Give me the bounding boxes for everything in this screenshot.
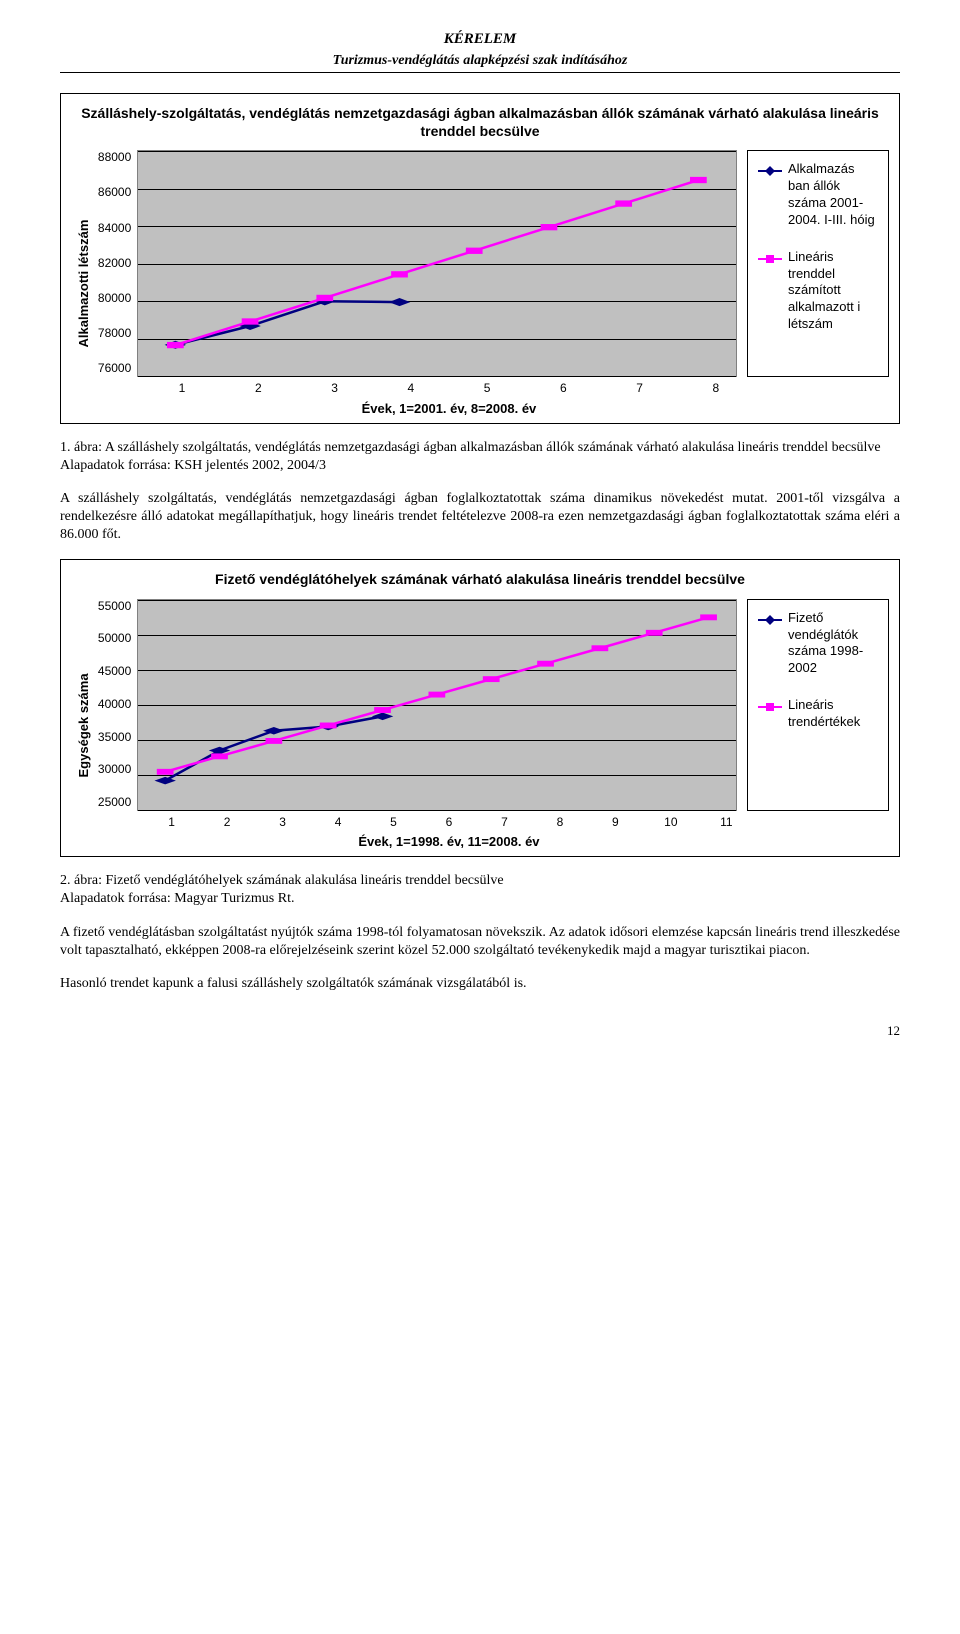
x-tick-label: 4: [310, 815, 365, 831]
x-tick-label: 5: [366, 815, 421, 831]
x-tick-label: 6: [525, 381, 601, 397]
legend-label: Fizető vendéglátók száma 1998-2002: [788, 610, 878, 678]
legend-item: Lineáris trendértékek: [758, 697, 878, 731]
square-marker-icon: [758, 701, 782, 713]
x-tick-label: 10: [643, 815, 698, 831]
x-tick-label: 1: [144, 381, 220, 397]
x-tick-label: 7: [601, 381, 677, 397]
diamond-marker-icon: [758, 614, 782, 626]
legend-item: Alkalmazás ban állók száma 2001-2004. I-…: [758, 161, 878, 229]
paragraph-3: Hasonló trendet kapunk a falusi szállásh…: [60, 975, 900, 993]
chart-2-container: Fizető vendéglátóhelyek számának várható…: [60, 559, 900, 857]
figure-1-caption: 1. ábra: A szálláshely szolgáltatás, ven…: [60, 439, 900, 475]
y-tick-label: 25000: [98, 795, 131, 811]
y-tick-label: 76000: [98, 361, 131, 377]
chart-1-plot-area: [137, 150, 737, 377]
legend-item: Fizető vendéglátók száma 1998-2002: [758, 610, 878, 678]
legend-item: Lineáris trenddel számított alkalmazott …: [758, 249, 878, 333]
y-tick-label: 45000: [98, 664, 131, 680]
x-tick-label: 3: [296, 381, 372, 397]
y-tick-label: 82000: [98, 256, 131, 272]
legend-label: Lineáris trenddel számított alkalmazott …: [788, 249, 878, 333]
x-tick-label: 5: [449, 381, 525, 397]
chart-1-svg: [138, 151, 736, 376]
chart-2-svg: [138, 600, 736, 810]
diamond-marker-icon: [758, 165, 782, 177]
chart-2-x-ticks: 1234567891011: [144, 811, 754, 831]
chart-1-x-ticks: 12345678: [144, 377, 754, 397]
y-tick-label: 55000: [98, 599, 131, 615]
y-tick-label: 78000: [98, 326, 131, 342]
square-marker-icon: [758, 253, 782, 265]
chart-2-y-ticks: 55000 50000 45000 40000 35000 30000 25000: [98, 599, 137, 811]
x-tick-label: 4: [373, 381, 449, 397]
chart-2-plot-area: [137, 599, 737, 811]
x-tick-label: 9: [588, 815, 643, 831]
chart-1-y-label: Alkalmazotti létszám: [71, 150, 98, 417]
chart-1-x-label: Évek, 1=2001. év, 8=2008. év: [144, 401, 754, 418]
chart-1-y-ticks: 88000 86000 84000 82000 80000 78000 76000: [98, 150, 137, 377]
page-header-title: KÉRELEM: [60, 30, 900, 50]
x-tick-label: 8: [532, 815, 587, 831]
y-tick-label: 40000: [98, 697, 131, 713]
paragraph-2: A fizető vendéglátásban szolgáltatást ny…: [60, 924, 900, 960]
figure-2-caption: 2. ábra: Fizető vendéglátóhelyek számána…: [60, 872, 900, 908]
chart-2-y-label: Egységek száma: [71, 599, 98, 851]
chart-1-container: Szálláshely-szolgáltatás, vendéglátás ne…: [60, 93, 900, 424]
y-tick-label: 50000: [98, 631, 131, 647]
x-tick-label: 1: [144, 815, 199, 831]
y-tick-label: 30000: [98, 762, 131, 778]
page-header-subtitle: Turizmus-vendéglátás alapképzési szak in…: [60, 52, 900, 73]
chart-1-legend: Alkalmazás ban állók száma 2001-2004. I-…: [747, 150, 889, 377]
legend-label: Lineáris trendértékek: [788, 697, 878, 731]
y-tick-label: 84000: [98, 221, 131, 237]
x-tick-label: 8: [678, 381, 754, 397]
chart-2-legend: Fizető vendéglátók száma 1998-2002 Lineá…: [747, 599, 889, 811]
x-tick-label: 7: [477, 815, 532, 831]
chart-2-title: Fizető vendéglátóhelyek számának várható…: [71, 570, 889, 588]
x-tick-label: 2: [220, 381, 296, 397]
x-tick-label: 11: [699, 815, 754, 831]
paragraph-1: A szálláshely szolgáltatás, vendéglátás …: [60, 490, 900, 545]
y-tick-label: 86000: [98, 185, 131, 201]
chart-2-x-label: Évek, 1=1998. év, 11=2008. év: [144, 834, 754, 851]
legend-label: Alkalmazás ban állók száma 2001-2004. I-…: [788, 161, 878, 229]
x-tick-label: 2: [199, 815, 254, 831]
page-number: 12: [60, 1023, 900, 1040]
x-tick-label: 6: [421, 815, 476, 831]
x-tick-label: 3: [255, 815, 310, 831]
chart-1-title: Szálláshely-szolgáltatás, vendéglátás ne…: [71, 104, 889, 140]
y-tick-label: 88000: [98, 150, 131, 166]
y-tick-label: 35000: [98, 730, 131, 746]
y-tick-label: 80000: [98, 291, 131, 307]
